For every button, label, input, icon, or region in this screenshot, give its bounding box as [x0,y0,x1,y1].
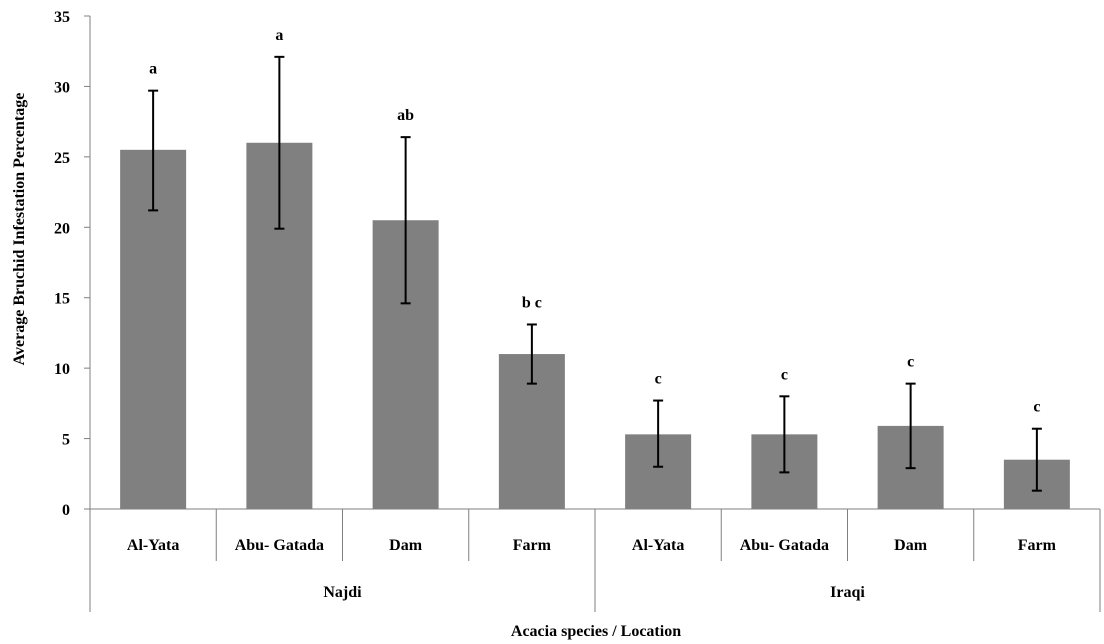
y-tick-label: 35 [54,9,70,26]
y-tick-label: 5 [62,432,70,449]
y-tick-label: 10 [54,361,70,378]
chart-axes [84,15,1101,612]
bar-series [120,142,1070,510]
y-tick-label: 0 [62,502,70,519]
y-tick-label: 15 [54,291,70,308]
significance-label: c [781,366,788,383]
category-label: Al-Yata [127,537,179,554]
group-label: Najdi [323,584,362,601]
significance-label: c [907,354,914,371]
category-label: Dam [894,537,928,554]
significance-label: ab [397,107,414,124]
y-tick-label: 30 [54,79,70,96]
category-label: Al-Yata [632,537,684,554]
error-bars [148,55,1042,492]
significance-label: c [1033,399,1040,416]
significance-label: a [275,27,283,44]
group-label: Iraqi [830,584,865,601]
significance-label: a [149,61,157,78]
y-tick-label: 25 [54,150,70,167]
category-label: Abu- Gatada [235,537,324,554]
y-axis-title: Average Bruchid Infestation Percentage [11,93,28,366]
chart-labels: 0 5 10 15 20 25 30 35 a Al-Yata a Abu- Gatada ab Dam b… [54,9,1057,601]
y-tick-label: 20 [54,220,70,237]
significance-label: c [655,371,662,388]
category-label: Farm [1018,537,1057,554]
category-label: Farm [513,537,552,554]
significance-label: b c [522,294,542,311]
x-axis-title: Acacia species / Location [511,623,681,640]
category-label: Abu- Gatada [740,537,829,554]
category-label: Dam [389,537,423,554]
